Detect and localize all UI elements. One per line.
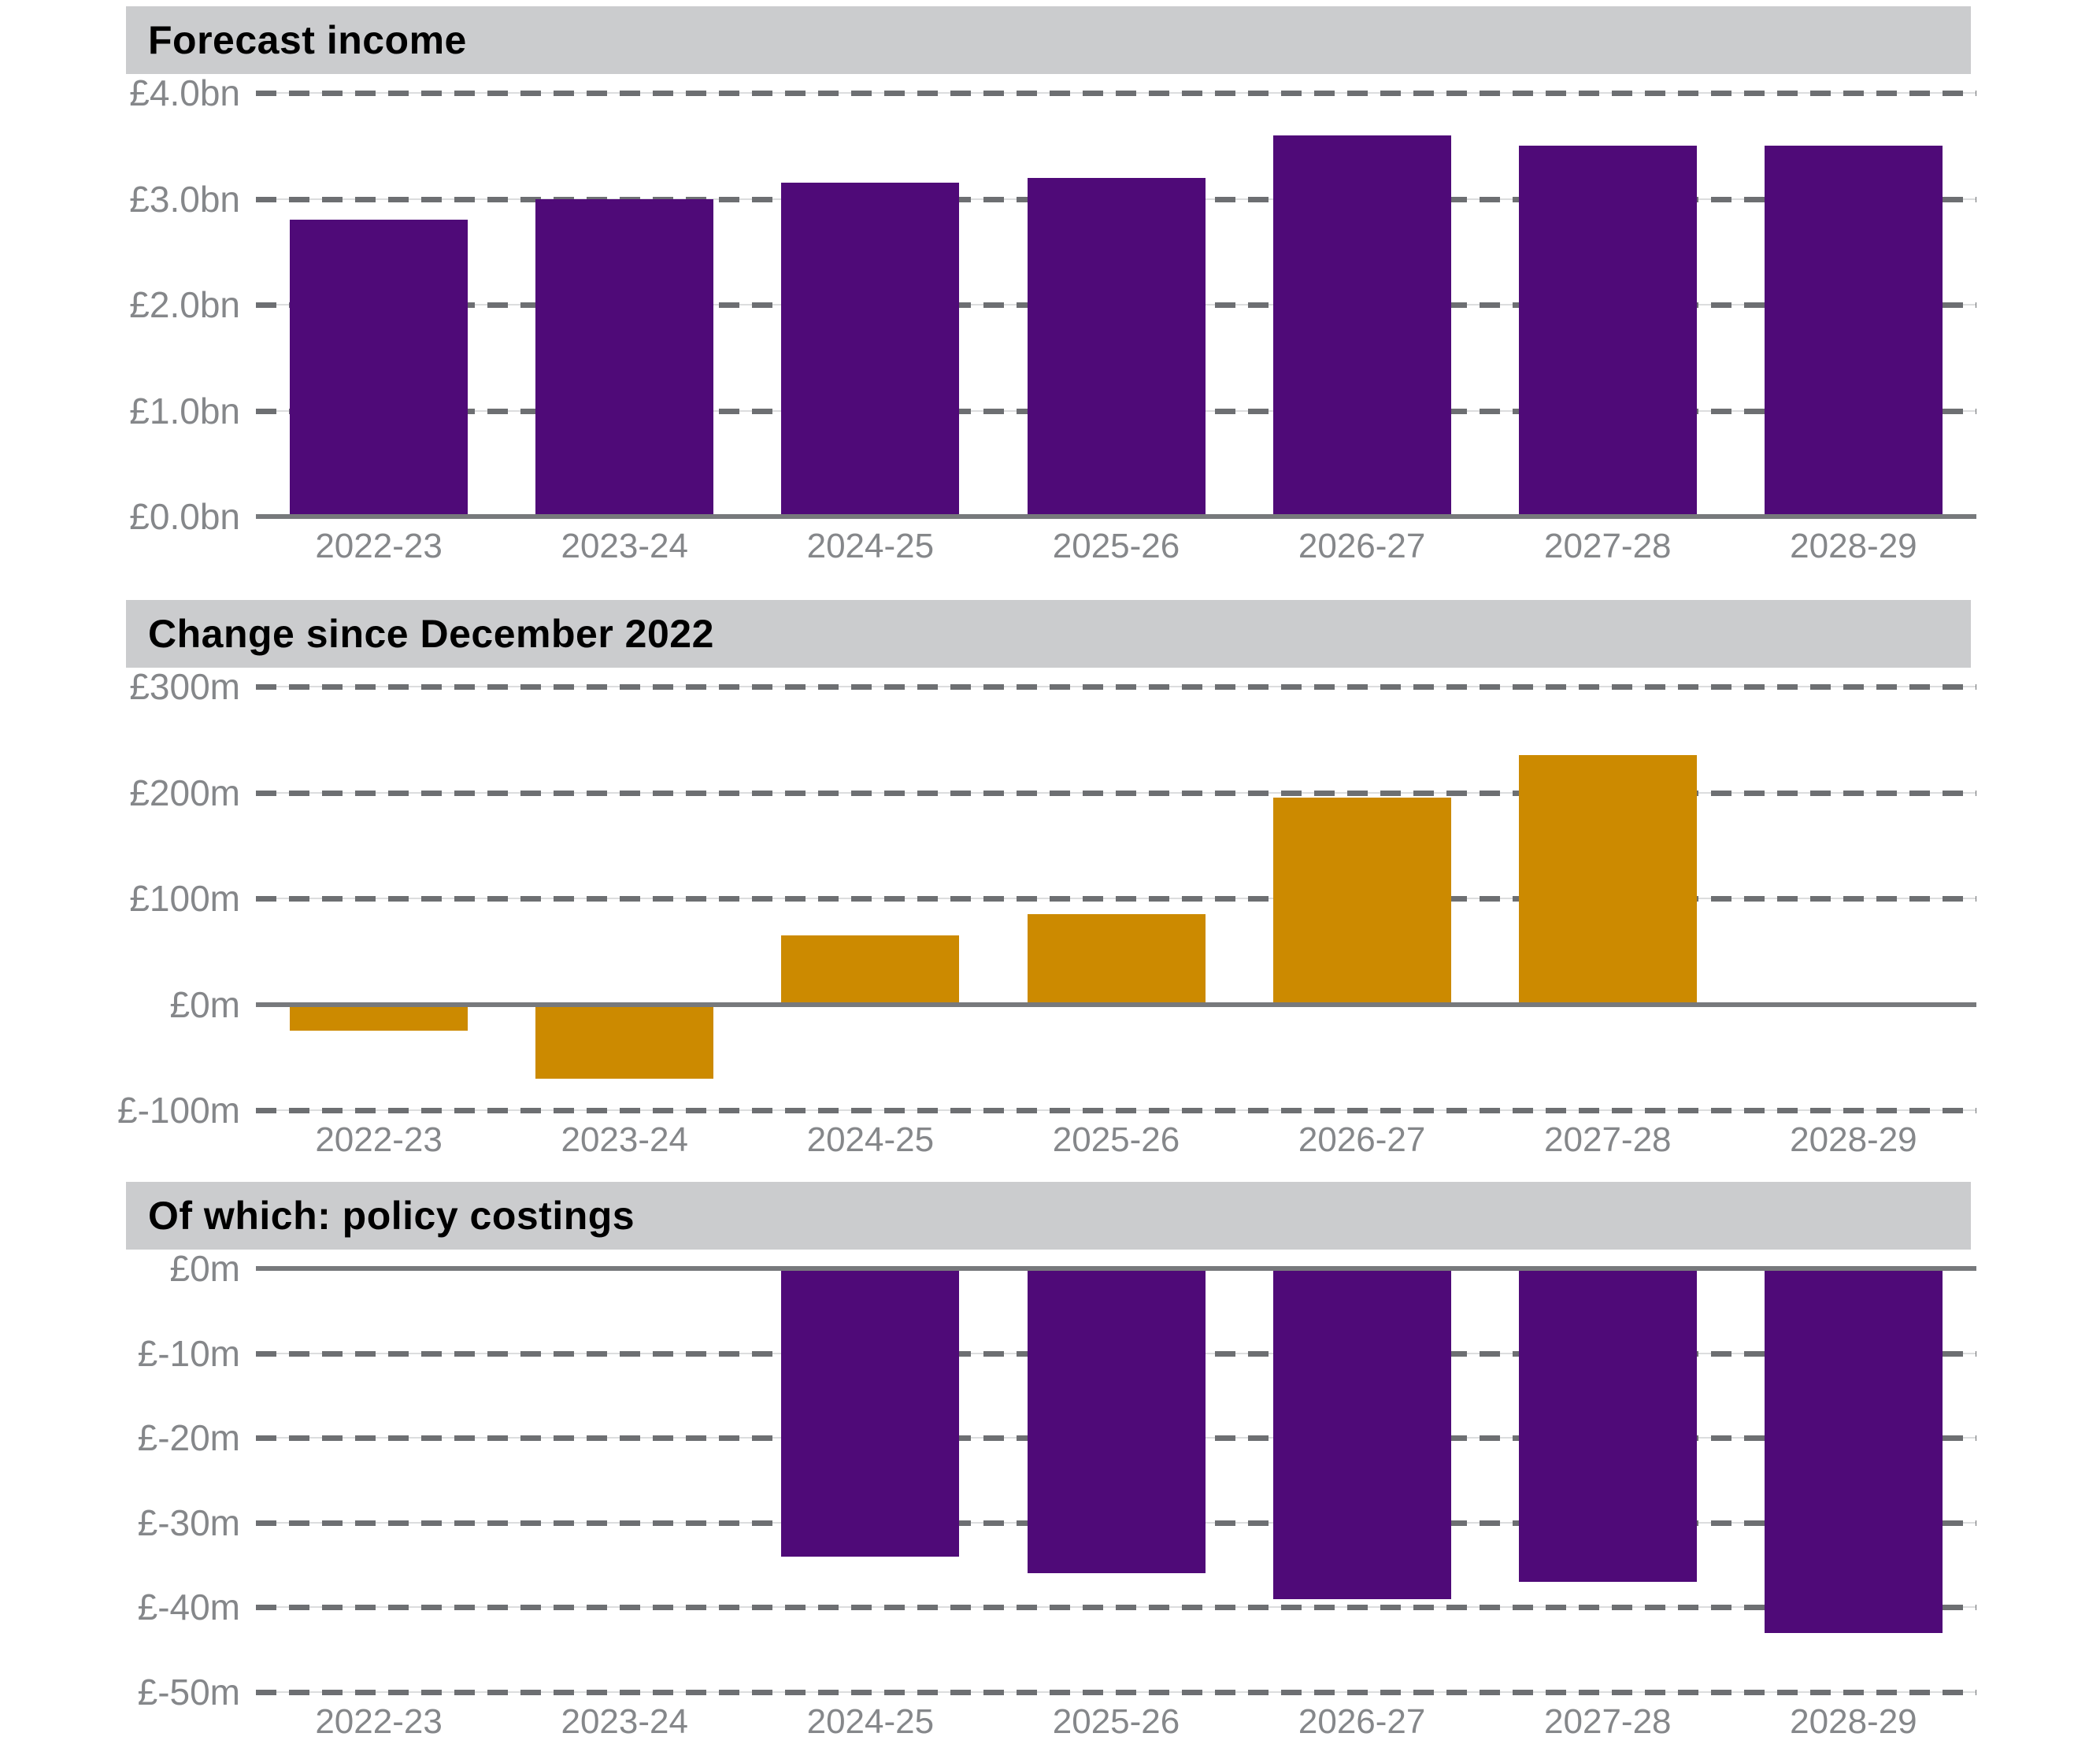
y-axis-tick-label: £0m [169,983,240,1025]
x-axis-label: 2026-27 [1298,1120,1426,1159]
x-axis-label: 2025-26 [1052,1702,1180,1741]
bar-2024-25 [781,1268,960,1557]
gridline-dashed [256,1108,1976,1113]
bar-2026-27 [1272,135,1451,517]
x-axis-label: 2026-27 [1298,1702,1426,1741]
bar-2023-24 [535,1004,714,1079]
bar-2025-26 [1027,177,1206,517]
gridline-dashed [256,790,1976,796]
bar-2023-24 [535,198,714,517]
zero-axis-line [256,1266,1976,1271]
chart-title: Of which: policy costings [148,1194,635,1238]
bar-2028-29 [1764,1268,1943,1633]
gridline-dashed [256,91,1976,96]
chart-section-2: Change since December 2022 £300m £200m £100… [0,600,2100,1194]
chart-title-banner: Forecast income [126,6,1971,74]
x-axis-label: 2024-25 [806,1120,935,1159]
bar-2027-28 [1518,1268,1697,1583]
chart-title-banner: Of which: policy costings [126,1182,1971,1250]
x-axis-label: 2028-29 [1790,1120,1917,1159]
gridline-dashed [256,1690,1976,1695]
bar-2026-27 [1272,1268,1451,1599]
x-axis-label: 2027-28 [1544,527,1672,565]
y-axis-tick-label: £3.0bn [129,178,240,220]
y-axis-tick-label: £-20m [137,1417,240,1459]
bar-2022-23 [290,220,469,517]
x-axis-label: 2027-28 [1544,1120,1672,1159]
x-axis-label: 2024-25 [806,527,935,565]
chart-title: Forecast income [148,18,467,62]
x-axis-label: 2023-24 [561,1120,688,1159]
bar-2022-23 [290,1004,469,1031]
y-axis-tick-label: £-40m [137,1587,240,1628]
bar-2026-27 [1272,798,1451,1005]
x-axis-label: 2028-29 [1790,527,1917,565]
y-axis-tick-label: £200m [129,772,240,813]
y-axis-tick-label: £4.0bn [129,72,240,113]
chart-section-3: Of which: policy costings £0m £-10m £-20m £-… [0,1182,2100,1759]
y-axis-tick-label: £100m [129,878,240,919]
x-axis-label: 2026-27 [1298,527,1426,565]
bar-2027-28 [1518,146,1697,517]
x-axis-label: 2025-26 [1052,1120,1180,1159]
x-axis-label: 2028-29 [1790,1702,1917,1741]
x-axis-label: 2023-24 [561,527,688,565]
y-axis-tick-label: £1.0bn [129,390,240,431]
x-axis-label: 2022-23 [315,1120,443,1159]
bar-2025-26 [1027,1268,1206,1574]
y-axis-tick-label: £-10m [137,1332,240,1374]
y-axis-tick-label: £300m [129,666,240,707]
gridline-dashed [256,896,1976,902]
bar-2028-29 [1764,146,1943,517]
zero-axis-line [256,1002,1976,1007]
bar-2024-25 [781,935,960,1005]
chart-title: Change since December 2022 [148,612,714,656]
x-axis-label: 2022-23 [315,1702,443,1741]
y-axis-tick-label: £0.0bn [129,496,240,537]
y-axis-tick-label: £-30m [137,1502,240,1543]
gridline-dashed [256,684,1976,690]
zero-axis-line [256,514,1976,519]
bar-2027-28 [1518,755,1697,1005]
y-axis-tick-label: £2.0bn [129,284,240,325]
x-axis-label: 2023-24 [561,1702,688,1741]
y-axis-tick-label: £-50m [137,1672,240,1713]
gridline-dashed [256,1605,1976,1611]
x-axis-label: 2024-25 [806,1702,935,1741]
y-axis-tick-label: £0m [169,1248,240,1289]
bar-2025-26 [1027,914,1206,1005]
chart-section-1: Forecast income £4.0bn £3.0bn £2.0bn £1.0bn £… [0,6,2100,600]
x-axis-label: 2027-28 [1544,1702,1672,1741]
chart-title-banner: Change since December 2022 [126,600,1971,668]
y-axis-tick-label: £-100m [117,1090,240,1131]
x-axis-label: 2025-26 [1052,527,1180,565]
bar-2024-25 [781,183,960,517]
x-axis-label: 2022-23 [315,527,443,565]
